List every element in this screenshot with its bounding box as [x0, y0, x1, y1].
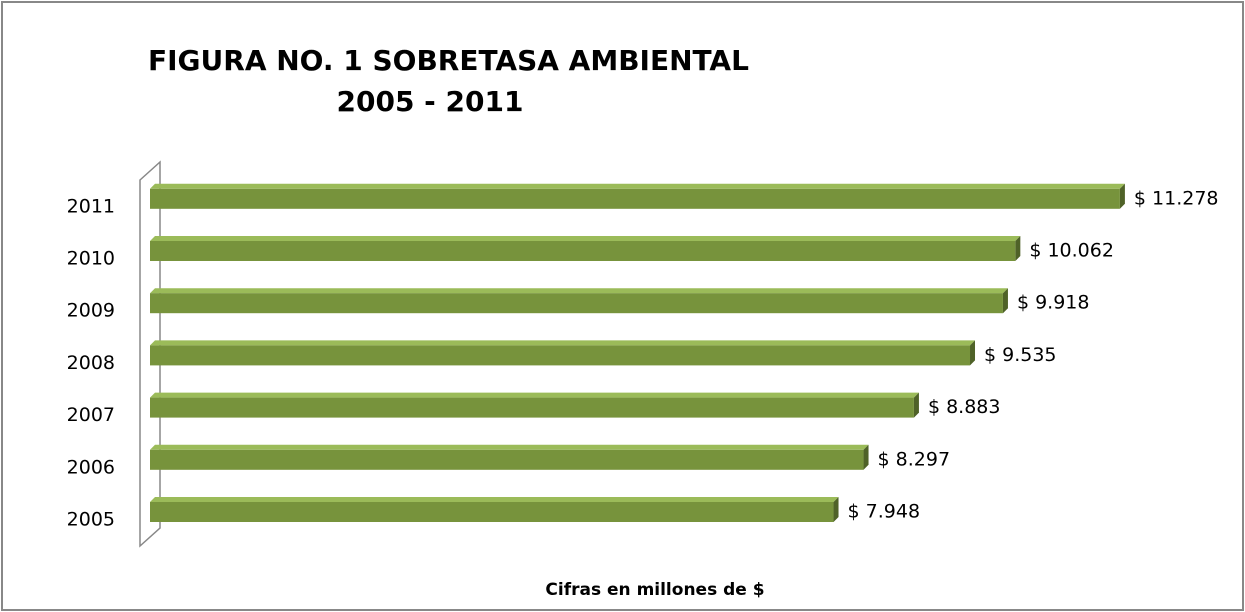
bar — [150, 241, 1016, 261]
data-label: $ 8.297 — [878, 448, 951, 470]
data-label: $ 11.278 — [1134, 187, 1219, 209]
y-tick-label: 2005 — [67, 509, 115, 531]
bar-side — [1015, 236, 1021, 261]
bar-top — [150, 236, 1021, 241]
y-tick-label: 2009 — [67, 300, 115, 322]
data-label: $ 8.883 — [928, 396, 1001, 418]
y-tick-label: 2006 — [67, 456, 115, 478]
bar — [150, 502, 834, 522]
bar-top — [150, 497, 839, 502]
bar-top — [150, 444, 869, 450]
chart-subtitle: 2005 - 2011 — [337, 85, 524, 118]
data-label: $ 7.948 — [848, 501, 921, 523]
bar-side — [1002, 288, 1008, 314]
bar — [150, 188, 1120, 209]
y-tick-label: 2007 — [67, 404, 115, 426]
bar — [150, 293, 1003, 314]
bar-top — [150, 288, 1008, 294]
bar-top — [150, 392, 919, 398]
bar-side — [970, 340, 976, 366]
bar-side — [1119, 183, 1125, 209]
bar-side — [863, 444, 869, 470]
y-tick-label: 2011 — [67, 195, 115, 217]
bar-side — [833, 497, 839, 522]
y-tick-label: 2010 — [67, 248, 115, 270]
data-label: $ 9.535 — [984, 344, 1057, 366]
x-axis-label: Cifras en millones de $ — [545, 580, 764, 600]
chart-title: FIGURA NO. 1 SOBRETASA AMBIENTAL — [148, 44, 749, 77]
y-tick-label: 2008 — [67, 352, 115, 374]
data-label: $ 9.918 — [1017, 292, 1090, 314]
bar — [150, 397, 914, 418]
bar-top — [150, 183, 1125, 189]
bar-side — [913, 392, 919, 418]
bar — [150, 345, 971, 366]
bar — [150, 449, 864, 470]
data-label: $ 10.062 — [1029, 240, 1114, 262]
bar-top — [150, 340, 976, 346]
